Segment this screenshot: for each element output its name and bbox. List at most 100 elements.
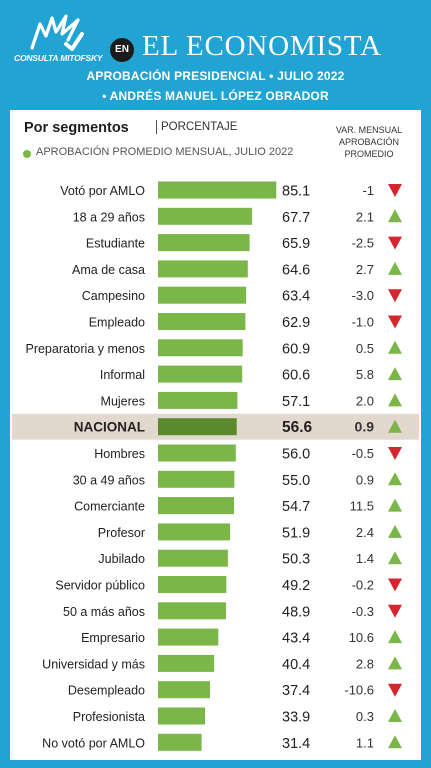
bar bbox=[158, 260, 248, 278]
header: CONSULTA MITOFSKY EN EL ECONOMISTA APROB… bbox=[0, 0, 431, 112]
logo-bird-icon bbox=[30, 14, 84, 51]
variation-label: -0.3 bbox=[352, 604, 374, 619]
variation-label: -3.0 bbox=[352, 288, 374, 303]
variation-label: -0.5 bbox=[352, 446, 374, 461]
bar bbox=[158, 234, 250, 252]
arrow-up-icon bbox=[388, 735, 402, 749]
bar bbox=[158, 418, 237, 436]
variation-label: 0.9 bbox=[356, 472, 374, 487]
legend-marker bbox=[23, 150, 31, 158]
value-label: 31.4 bbox=[282, 736, 310, 752]
variation-header-line-1: VAR. MENSUAL bbox=[335, 125, 403, 135]
value-label: 48.9 bbox=[282, 604, 310, 620]
arrow-down-icon bbox=[388, 184, 402, 197]
variation-label: 2.1 bbox=[356, 209, 374, 224]
category-label: 30 a 49 años bbox=[73, 473, 145, 487]
variation-header-line-3: PROMEDIO bbox=[344, 149, 394, 159]
value-label: 57.1 bbox=[282, 394, 310, 410]
bar bbox=[158, 602, 226, 620]
value-label: 85.1 bbox=[282, 184, 310, 200]
value-label: 60.6 bbox=[282, 368, 310, 384]
category-label: Jubilado bbox=[98, 552, 145, 566]
value-label: 65.9 bbox=[282, 236, 310, 252]
value-label: 43.4 bbox=[282, 631, 310, 647]
bar bbox=[158, 391, 238, 409]
category-label: Empleado bbox=[89, 316, 145, 330]
arrow-up-icon bbox=[388, 261, 402, 275]
arrow-up-icon bbox=[388, 656, 402, 670]
category-label: Comerciante bbox=[74, 500, 145, 514]
category-label: Informal bbox=[100, 368, 145, 382]
value-label: 63.4 bbox=[282, 289, 310, 305]
bar bbox=[158, 313, 246, 330]
section-title: Por segmentos bbox=[24, 120, 129, 136]
variation-label: 0.9 bbox=[355, 419, 375, 435]
variation-label: 2.8 bbox=[356, 656, 374, 671]
category-label: Votó por AMLO bbox=[60, 184, 145, 198]
bar bbox=[158, 339, 243, 357]
category-label: Campesino bbox=[82, 289, 145, 303]
category-label: Ama de casa bbox=[72, 263, 145, 277]
value-label: 33.9 bbox=[282, 710, 310, 726]
category-label: No votó por AMLO bbox=[42, 736, 145, 750]
bar-chart: Votó por AMLO 85.1 -1 18 a 29 años 67.7 2.1 Es… bbox=[12, 181, 419, 752]
bar bbox=[158, 549, 228, 567]
variation-label: 2.0 bbox=[356, 393, 374, 408]
chart-panel: Por segmentos PORCENTAJE APROBACIÓN PROM… bbox=[10, 110, 421, 760]
legend-label: APROBACIÓN PROMEDIO MENSUAL, JULIO 2022 bbox=[36, 146, 294, 158]
category-label: 18 a 29 años bbox=[73, 210, 145, 224]
bar bbox=[158, 576, 227, 593]
bar bbox=[158, 286, 247, 304]
category-label: Estudiante bbox=[86, 237, 145, 251]
variation-label: 0.5 bbox=[356, 341, 374, 356]
arrow-up-icon bbox=[388, 524, 402, 538]
arrow-up-icon bbox=[388, 472, 402, 486]
category-label: Servidor público bbox=[55, 579, 145, 593]
value-label: 40.4 bbox=[282, 657, 310, 673]
arrow-up-icon bbox=[388, 498, 402, 512]
subtitle-line-2: • ANDRÉS MANUEL LÓPEZ OBRADOR bbox=[102, 89, 329, 103]
variation-label: -1 bbox=[362, 183, 374, 198]
category-label: Empresario bbox=[81, 631, 145, 645]
bar bbox=[158, 628, 219, 646]
variation-label: -10.6 bbox=[344, 683, 374, 698]
value-label: 55.0 bbox=[282, 473, 310, 489]
value-label: 51.9 bbox=[282, 525, 310, 541]
value-label: 37.4 bbox=[282, 683, 310, 699]
value-label: 62.9 bbox=[282, 315, 310, 331]
value-label: 56.0 bbox=[282, 447, 310, 463]
variation-label: 11.5 bbox=[350, 499, 374, 514]
arrow-down-icon bbox=[388, 447, 402, 460]
arrow-down-icon bbox=[388, 683, 402, 697]
variation-label: 0.3 bbox=[356, 709, 374, 724]
arrow-up-icon bbox=[388, 419, 402, 433]
bar bbox=[158, 444, 236, 462]
section-unit: PORCENTAJE bbox=[161, 121, 238, 133]
category-label: Profesor bbox=[98, 526, 145, 540]
category-label: Mujeres bbox=[101, 394, 145, 408]
logo-text: CONSULTA MITOFSKY bbox=[14, 53, 103, 63]
value-label: 50.3 bbox=[282, 552, 310, 568]
arrow-up-icon bbox=[388, 393, 402, 407]
title-separator bbox=[156, 120, 157, 134]
brand-title: EL ECONOMISTA bbox=[142, 30, 382, 62]
variation-label: 2.4 bbox=[356, 525, 374, 540]
bar bbox=[158, 470, 235, 488]
arrow-down-icon bbox=[388, 604, 402, 618]
category-label: Preparatoria y menos bbox=[25, 342, 145, 356]
arrow-up-icon bbox=[388, 551, 402, 565]
category-label: NACIONAL bbox=[74, 420, 145, 435]
variation-label: 1.4 bbox=[356, 551, 374, 566]
variation-label: 1.1 bbox=[356, 735, 374, 750]
value-label: 60.9 bbox=[282, 341, 310, 357]
arrow-down-icon bbox=[388, 578, 402, 592]
bar bbox=[158, 181, 277, 199]
arrow-up-icon bbox=[388, 340, 402, 354]
bar bbox=[158, 681, 210, 699]
category-label: 50 a más años bbox=[63, 605, 145, 619]
bar bbox=[158, 733, 202, 751]
value-label: 54.7 bbox=[282, 499, 310, 515]
category-label: Profesionista bbox=[73, 710, 145, 724]
arrow-down-icon bbox=[388, 236, 402, 250]
category-label: Hombres bbox=[94, 447, 145, 461]
